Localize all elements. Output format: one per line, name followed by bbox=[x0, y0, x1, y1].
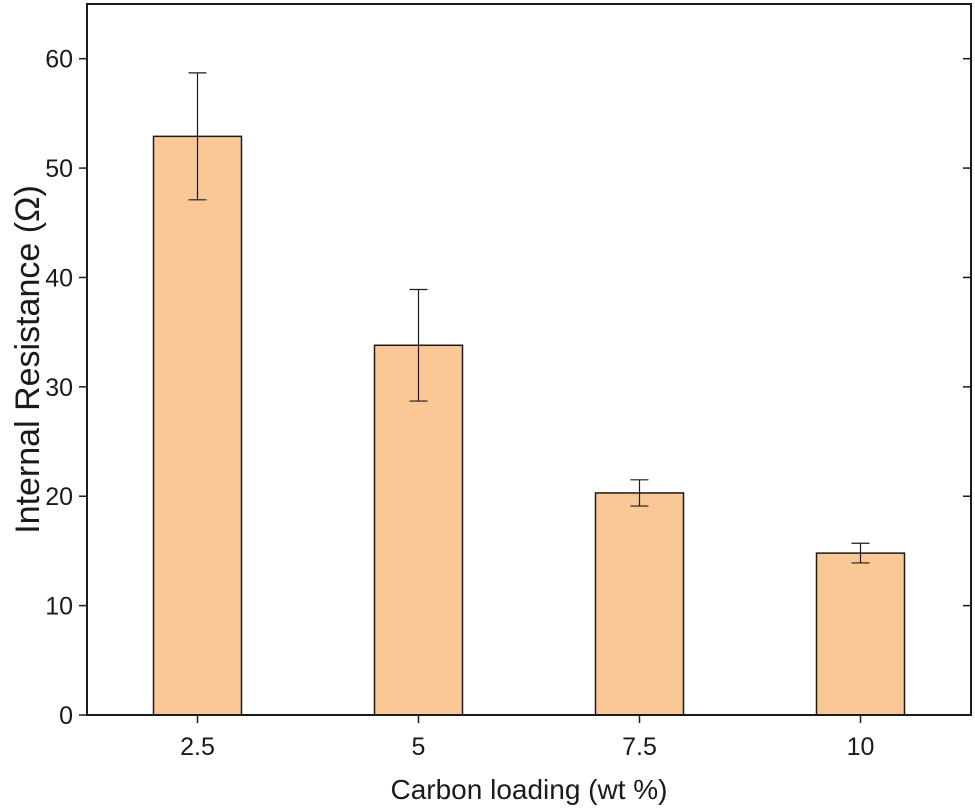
y-tick-label-20: 20 bbox=[45, 483, 73, 511]
x-tick-label-7.5: 7.5 bbox=[622, 733, 657, 761]
y-tick-label-30: 30 bbox=[45, 374, 73, 402]
bars bbox=[152, 135, 906, 716]
plot-frame bbox=[86, 3, 972, 716]
bar-2.5 bbox=[152, 135, 243, 716]
bar-5 bbox=[373, 344, 464, 716]
y-tick-label-0: 0 bbox=[59, 702, 73, 730]
y-tick-label-40: 40 bbox=[45, 264, 73, 292]
x-tick-label-2.5: 2.5 bbox=[180, 733, 215, 761]
x-tick-label-5: 5 bbox=[412, 733, 426, 761]
y-tick-label-50: 50 bbox=[45, 155, 73, 183]
error-bars bbox=[188, 72, 870, 564]
y-tick-label-10: 10 bbox=[45, 593, 73, 621]
tick-labels: 2.5 5 7.5 10 0 10 20 30 40 50 60 bbox=[45, 46, 874, 761]
x-axis-title: Carbon loading (wt %) bbox=[390, 774, 667, 805]
bar-7.5 bbox=[594, 492, 685, 716]
axis-ticks bbox=[79, 57, 971, 723]
x-tick-label-10: 10 bbox=[847, 733, 875, 761]
y-tick-label-60: 60 bbox=[45, 46, 73, 74]
bar-10 bbox=[815, 552, 906, 716]
y-axis-title: Internal Resistance (Ω) bbox=[9, 185, 47, 534]
